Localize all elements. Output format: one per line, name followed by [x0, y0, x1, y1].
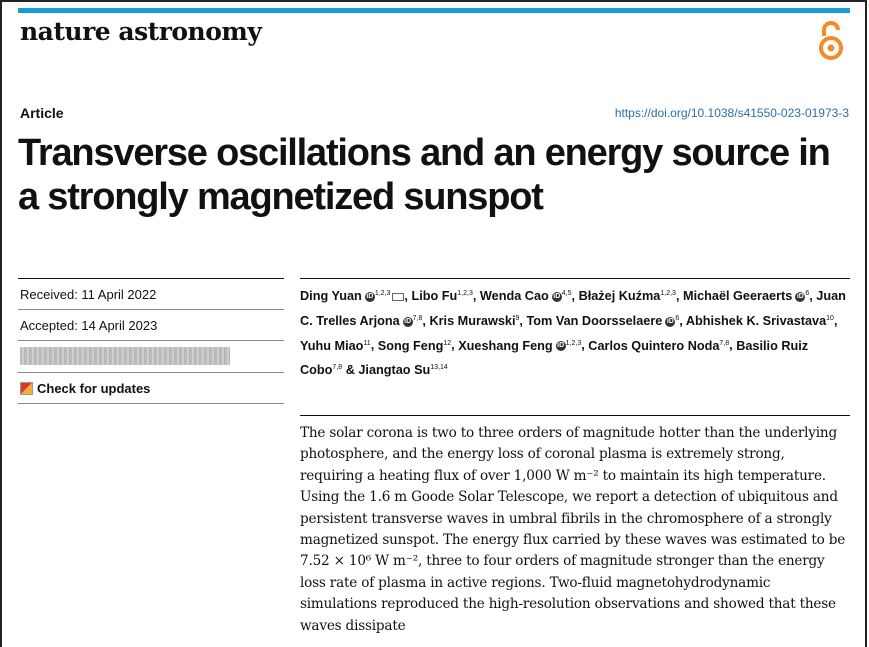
- author-affiliation: 6: [805, 290, 810, 297]
- author-affiliation: 7,8: [412, 314, 423, 322]
- author-name[interactable]: Ding Yuan: [300, 289, 362, 304]
- author-name[interactable]: Yuhu Miao: [300, 338, 364, 353]
- author-affiliation: 10: [826, 314, 834, 322]
- author-name[interactable]: Libo Fu: [411, 289, 458, 304]
- article-type: Article: [20, 105, 64, 121]
- author-name[interactable]: Basilio Ruiz Cobo: [300, 338, 809, 378]
- author-item[interactable]: Libo Fu1,2,3: [411, 289, 472, 303]
- author-affiliation: 7,8: [332, 364, 343, 372]
- received-date: Received: 11 April 2022: [20, 287, 157, 302]
- divider-redacted: [18, 372, 284, 373]
- author-name[interactable]: Juan C. Trelles Arjona: [300, 289, 846, 328]
- author-affiliation: 11: [363, 339, 371, 347]
- author-affiliation: 1,2,3: [565, 339, 582, 347]
- divider-right: [300, 278, 850, 280]
- author-name[interactable]: Abhishek K. Srivastava: [685, 313, 827, 328]
- author-affiliation: 4,5: [561, 290, 572, 297]
- abstract-text: The solar corona is two to three orders …: [300, 425, 846, 634]
- author-affiliation: 13,14: [430, 364, 448, 372]
- orcid-icon[interactable]: iD: [551, 291, 562, 302]
- author-affiliation: 7,8: [719, 339, 730, 347]
- author-item[interactable]: & Jiangtao Su13,14: [346, 363, 448, 377]
- author-name[interactable]: Michaël Geeraerts: [683, 289, 793, 304]
- author-list: Ding Yuan iD 1,2,3, Libo Fu1,2,3, Wenda Ca…: [300, 283, 850, 382]
- orcid-icon[interactable]: iD: [795, 291, 806, 302]
- divider-abstract: [300, 415, 850, 417]
- divider-accepted: [18, 340, 284, 341]
- check-updates-icon: [20, 382, 33, 395]
- author-name[interactable]: & Jiangtao Su: [345, 363, 431, 378]
- author-separator: ,: [422, 313, 430, 328]
- author-item[interactable]: Abhishek K. Srivastava10: [686, 314, 834, 328]
- author-separator: ,: [519, 313, 527, 328]
- author-name[interactable]: Tom Van Doorsselaere: [526, 313, 663, 328]
- author-item[interactable]: Michaël Geeraerts iD 6: [683, 289, 809, 303]
- author-affiliation: 1,2,3: [457, 290, 473, 297]
- author-item[interactable]: Juan C. Trelles Arjona iD 7,8: [300, 289, 846, 328]
- author-separator: ,: [809, 289, 817, 304]
- author-separator: ,: [571, 289, 579, 304]
- divider-received: [18, 309, 284, 310]
- author-name[interactable]: Błażej Kuźma: [578, 289, 661, 304]
- author-affiliation: 1,2,3: [660, 290, 676, 297]
- email-icon[interactable]: [392, 292, 405, 301]
- author-separator: ,: [404, 289, 412, 304]
- check-updates-label: Check for updates: [37, 381, 151, 396]
- orcid-icon[interactable]: iD: [402, 316, 413, 327]
- author-item[interactable]: Yuhu Miao11: [300, 339, 371, 353]
- author-item[interactable]: Xueshang Feng iD 1,2,3: [458, 339, 581, 353]
- divider-updates: [18, 403, 284, 404]
- author-separator: ,: [451, 338, 459, 353]
- author-affiliation: 9: [515, 314, 520, 322]
- author-separator: ,: [729, 338, 737, 353]
- author-separator: ,: [370, 338, 378, 353]
- author-separator: ,: [581, 338, 589, 353]
- author-affiliation: 12: [443, 339, 452, 347]
- check-for-updates-button[interactable]: Check for updates: [20, 381, 150, 396]
- author-item[interactable]: Kris Murawski9: [429, 314, 519, 328]
- author-name[interactable]: Kris Murawski: [429, 313, 516, 328]
- author-item[interactable]: Carlos Quintero Noda7,8: [588, 339, 729, 353]
- author-item[interactable]: Song Feng12: [378, 339, 451, 353]
- author-name[interactable]: Song Feng: [377, 338, 444, 353]
- orcid-icon[interactable]: iD: [665, 316, 676, 327]
- author-name[interactable]: Xueshang Feng: [458, 338, 553, 353]
- open-access-icon: [819, 21, 843, 60]
- author-affiliation: 1,2,3: [374, 290, 391, 297]
- author-separator: ,: [833, 313, 838, 328]
- doi-link[interactable]: https://doi.org/10.1038/s41550-023-01973…: [614, 106, 849, 120]
- journal-name[interactable]: nature astronomy: [20, 17, 262, 46]
- author-affiliation: 6: [675, 314, 680, 322]
- author-name[interactable]: Wenda Cao: [479, 289, 549, 304]
- author-item[interactable]: Wenda Cao iD 4,5: [480, 289, 572, 303]
- author-separator: ,: [675, 289, 683, 304]
- divider-left: [18, 278, 284, 280]
- journal-color-bar: [18, 8, 850, 13]
- author-name[interactable]: Carlos Quintero Noda: [588, 338, 720, 353]
- orcid-icon[interactable]: iD: [364, 291, 375, 302]
- author-separator: ,: [472, 289, 480, 304]
- author-item[interactable]: Błażej Kuźma1,2,3: [579, 289, 676, 303]
- author-item[interactable]: Ding Yuan iD 1,2,3: [300, 289, 405, 304]
- redacted-info: [20, 347, 230, 365]
- author-item[interactable]: Tom Van Doorsselaere iD 6: [526, 314, 679, 328]
- orcid-icon[interactable]: iD: [555, 341, 566, 352]
- article-title: Transverse oscillations and an energy so…: [18, 132, 831, 218]
- author-item[interactable]: Basilio Ruiz Cobo7,8: [300, 339, 808, 378]
- accepted-date: Accepted: 14 April 2023: [20, 318, 158, 333]
- author-separator: ,: [679, 313, 686, 328]
